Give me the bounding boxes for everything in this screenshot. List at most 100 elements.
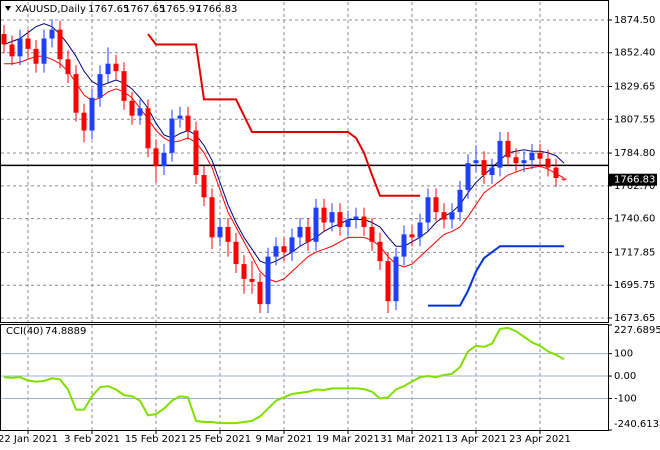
last-price-box bbox=[609, 173, 657, 186]
candle-body bbox=[281, 246, 287, 253]
candle-body bbox=[177, 115, 183, 119]
ohlc-value: 1765.97 bbox=[160, 4, 201, 15]
candle-body bbox=[169, 118, 175, 153]
x-tick-label: 13 Apr 2021 bbox=[445, 434, 507, 445]
chart-title: XAUUSD,Daily bbox=[15, 4, 86, 15]
candle-body bbox=[225, 226, 231, 242]
main-frame bbox=[0, 0, 609, 323]
candle-body bbox=[537, 152, 543, 159]
candle-body bbox=[297, 226, 303, 238]
cci-tick-label: -240.6138 bbox=[614, 419, 660, 430]
indicator-line bbox=[3, 23, 565, 265]
last-price-label: 1766.83 bbox=[614, 175, 655, 186]
candle-body bbox=[473, 160, 479, 164]
cci-tick-label: 100 bbox=[614, 349, 633, 360]
x-tick-label: 31 Mar 2021 bbox=[380, 434, 443, 445]
y-tick-label: 1695.75 bbox=[614, 280, 655, 291]
candle-body bbox=[161, 152, 167, 167]
candle-body bbox=[313, 207, 319, 242]
cci-frame bbox=[0, 324, 609, 431]
candle-body bbox=[409, 234, 415, 238]
candle-body bbox=[257, 281, 263, 305]
candle-body bbox=[137, 108, 143, 116]
candle-body bbox=[393, 256, 399, 302]
indicator-line bbox=[147, 33, 420, 197]
candle-body bbox=[457, 189, 463, 213]
x-tick-label: 23 Apr 2021 bbox=[509, 434, 571, 445]
candle-body bbox=[33, 48, 39, 64]
candle-body bbox=[377, 241, 383, 262]
candle-body bbox=[305, 226, 311, 242]
candle-body bbox=[265, 256, 271, 305]
x-tick-label: 15 Feb 2021 bbox=[125, 434, 187, 445]
candle-body bbox=[401, 234, 407, 257]
candle-body bbox=[81, 112, 87, 131]
candle-body bbox=[217, 226, 223, 238]
y-tick-label: 1717.85 bbox=[614, 247, 655, 258]
ohlc-value: 1766.83 bbox=[196, 4, 237, 15]
candle-body bbox=[353, 216, 359, 220]
y-tick-label: 1807.55 bbox=[614, 114, 655, 125]
candle-body bbox=[65, 59, 71, 75]
candle-body bbox=[201, 175, 207, 198]
y-tick-label: 1784.80 bbox=[614, 148, 655, 159]
candle-body bbox=[241, 264, 247, 279]
cci-tick-label: 227.6895 bbox=[614, 325, 660, 336]
candle-body bbox=[153, 148, 159, 167]
menu-arrow[interactable] bbox=[5, 6, 11, 11]
candle-body bbox=[521, 160, 527, 164]
candle-body bbox=[49, 29, 55, 39]
candle-body bbox=[113, 63, 119, 72]
y-tick-label: 1673.65 bbox=[614, 313, 655, 324]
candle-body bbox=[121, 71, 127, 101]
candle-body bbox=[361, 216, 367, 227]
candle-body bbox=[465, 163, 471, 190]
candle-body bbox=[513, 157, 519, 164]
candle-body bbox=[273, 246, 279, 257]
indicator-line bbox=[4, 55, 565, 283]
cci-tick-label: 0.00 bbox=[614, 371, 636, 382]
candle-body bbox=[345, 219, 351, 227]
x-tick-label: 22 Jan 2021 bbox=[0, 434, 58, 445]
candle-body bbox=[505, 140, 511, 158]
candle-body bbox=[385, 261, 391, 302]
candle-body bbox=[57, 29, 63, 60]
candle-body bbox=[553, 167, 559, 178]
candle-body bbox=[145, 108, 151, 149]
candle-body bbox=[369, 226, 375, 242]
candle-body bbox=[321, 207, 327, 223]
y-tick-label: 1874.50 bbox=[614, 15, 655, 26]
cci-label: CCI(40) bbox=[6, 326, 44, 337]
candle-body bbox=[185, 115, 191, 131]
cci-value: 74.8889 bbox=[45, 326, 86, 337]
ohlc-value: 1767.65 bbox=[124, 4, 165, 15]
x-tick-label: 25 Feb 2021 bbox=[189, 434, 251, 445]
candle-body bbox=[25, 38, 31, 49]
y-tick-label: 1852.40 bbox=[614, 48, 655, 59]
x-tick-label: 3 Feb 2021 bbox=[64, 434, 120, 445]
y-tick-label: 1762.70 bbox=[614, 181, 655, 192]
candle-body bbox=[489, 167, 495, 176]
candle-body bbox=[97, 74, 103, 98]
candle-body bbox=[561, 178, 567, 180]
candle-body bbox=[425, 197, 431, 223]
candle-body bbox=[9, 44, 15, 57]
candle-body bbox=[41, 38, 47, 64]
candle-body bbox=[105, 63, 111, 75]
candle-body bbox=[233, 241, 239, 265]
cci-line bbox=[3, 326, 565, 425]
x-tick-label: 9 Mar 2021 bbox=[255, 434, 312, 445]
y-tick-label: 1829.65 bbox=[614, 82, 655, 93]
candle-body bbox=[481, 160, 487, 176]
candle-body bbox=[289, 237, 295, 253]
candle-body bbox=[193, 130, 199, 176]
candle-body bbox=[545, 158, 551, 168]
candle-body bbox=[249, 278, 255, 282]
candle-body bbox=[449, 212, 455, 220]
x-tick-label: 19 Mar 2021 bbox=[316, 434, 379, 445]
candle-body bbox=[329, 212, 335, 223]
candle-body bbox=[529, 152, 535, 161]
candle-body bbox=[497, 140, 503, 168]
candle-body bbox=[1, 34, 7, 45]
